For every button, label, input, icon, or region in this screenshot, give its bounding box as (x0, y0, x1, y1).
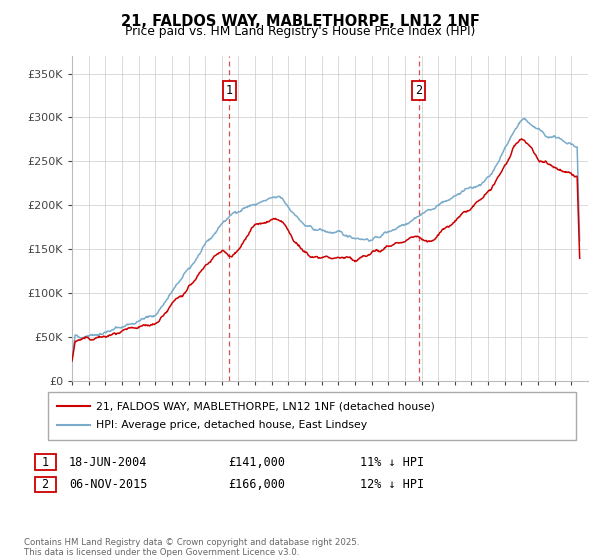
Text: 21, FALDOS WAY, MABLETHORPE, LN12 1NF (detached house): 21, FALDOS WAY, MABLETHORPE, LN12 1NF (d… (96, 402, 435, 411)
Text: £166,000: £166,000 (228, 478, 285, 491)
Text: 2: 2 (41, 478, 49, 491)
Text: Contains HM Land Registry data © Crown copyright and database right 2025.
This d: Contains HM Land Registry data © Crown c… (24, 538, 359, 557)
Text: £141,000: £141,000 (228, 455, 285, 469)
Text: 21, FALDOS WAY, MABLETHORPE, LN12 1NF: 21, FALDOS WAY, MABLETHORPE, LN12 1NF (121, 14, 479, 29)
Text: Price paid vs. HM Land Registry's House Price Index (HPI): Price paid vs. HM Land Registry's House … (125, 25, 475, 38)
Text: 12% ↓ HPI: 12% ↓ HPI (360, 478, 424, 491)
Text: HPI: Average price, detached house, East Lindsey: HPI: Average price, detached house, East… (96, 421, 367, 430)
Text: 06-NOV-2015: 06-NOV-2015 (69, 478, 148, 491)
Text: 18-JUN-2004: 18-JUN-2004 (69, 455, 148, 469)
Text: 2: 2 (415, 83, 422, 97)
Text: 11% ↓ HPI: 11% ↓ HPI (360, 455, 424, 469)
Text: 1: 1 (41, 455, 49, 469)
Text: 1: 1 (226, 83, 233, 97)
